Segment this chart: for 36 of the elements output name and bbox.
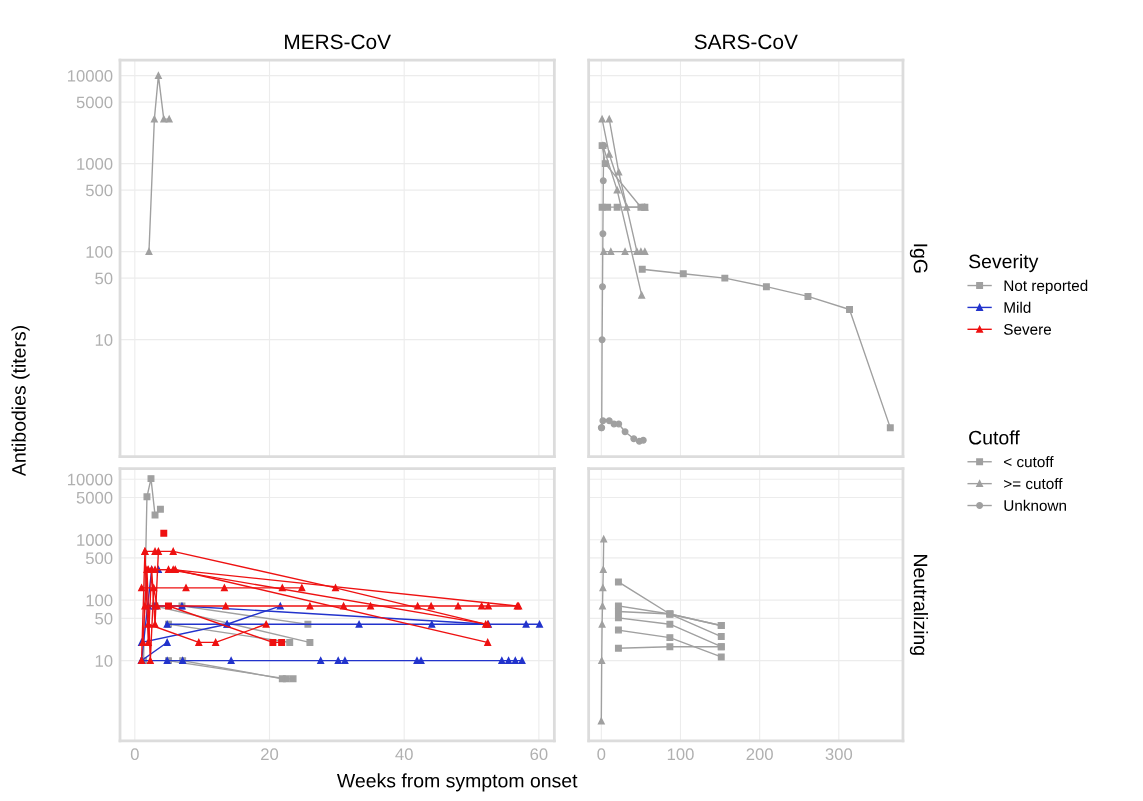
y-tick-label: 5000 [76, 96, 113, 109]
y-tick-label: 50 [95, 272, 113, 285]
y-tick-label: 10000 [68, 473, 113, 486]
legend-label: Not reported [1004, 279, 1088, 295]
y-axis-title: Antibodies (titers) [11, 326, 30, 477]
y-tick-label: 50 [95, 612, 113, 625]
chart-title: MERS-CoV [285, 34, 391, 50]
y-tick-label: 100 [86, 246, 113, 258]
x-tick-label: 300 [825, 748, 853, 761]
legend-title: Cutoff [969, 430, 1020, 445]
y-tick-label: 5000 [76, 491, 113, 504]
y-tick-label: 10 [95, 655, 113, 667]
legend-label: >= cutoff [1004, 477, 1063, 490]
legend-label: Severe [1003, 323, 1052, 335]
y-tick-label: 1000 [77, 534, 113, 546]
legend-label: < cutoff [1004, 456, 1054, 468]
y-tick-label: 1000 [77, 158, 113, 170]
x-axis-title: Weeks from symptom onset [336, 773, 578, 792]
x-tick-label: 200 [746, 748, 773, 761]
y-tick-label: 500 [85, 184, 113, 197]
y-tick-label: 500 [85, 552, 113, 565]
y2-axis-title: Neutralizing [909, 555, 928, 655]
x-tick-label: 100 [667, 748, 694, 761]
legend-label: Mild [1004, 301, 1031, 313]
y2-axis-title: IgG [909, 244, 928, 273]
x-tick-label: 0 [597, 748, 606, 761]
x-tick-label: 60 [530, 748, 548, 761]
y-tick-label: 10000 [68, 69, 113, 82]
legend-title: Severity [969, 254, 1039, 273]
legend-label: Unknown [1004, 499, 1066, 512]
x-tick-label: 40 [395, 748, 413, 761]
x-tick-label: 20 [261, 748, 279, 761]
y-tick-label: 100 [86, 594, 113, 607]
x-tick-label: 0 [130, 748, 139, 761]
chart-title: SARS-CoV [694, 34, 798, 50]
y-tick-label: 10 [95, 334, 113, 346]
